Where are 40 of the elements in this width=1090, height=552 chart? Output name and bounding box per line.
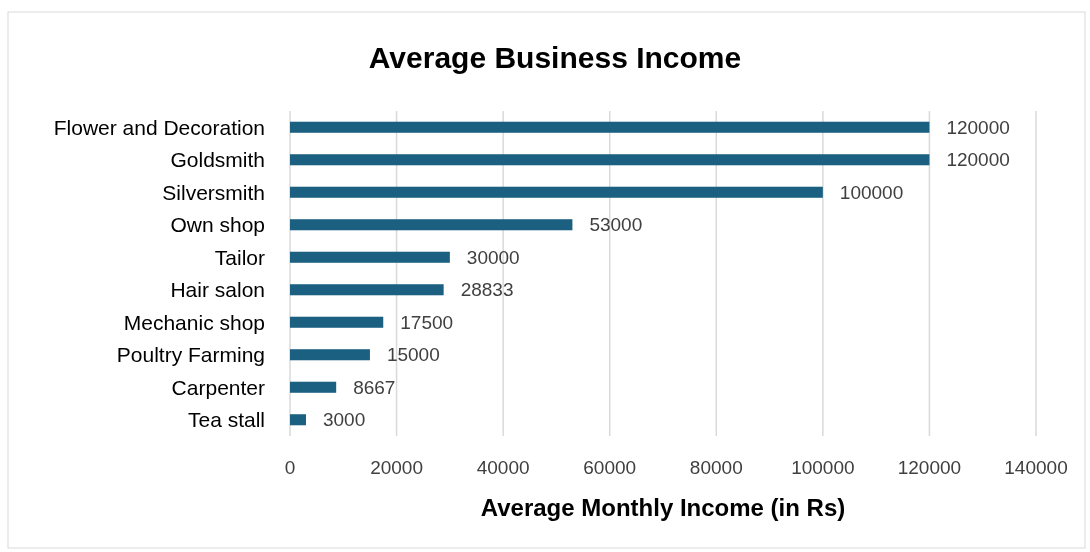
- y-tick-label: Carpenter: [171, 375, 265, 399]
- bar: [290, 349, 370, 361]
- data-label: 120000: [946, 116, 1010, 138]
- bar: [290, 284, 444, 296]
- x-axis-title: Average Monthly Income (in Rs): [480, 494, 846, 522]
- x-tick-label: 120000: [897, 456, 962, 478]
- x-tick-label: 60000: [583, 456, 637, 478]
- y-tick-label: Mechanic shop: [123, 310, 265, 334]
- y-tick-label: Silversmith: [162, 180, 265, 204]
- data-label: 3000: [322, 409, 366, 431]
- y-tick-label: Poultry Farming: [116, 343, 265, 367]
- x-tick-label: 40000: [476, 456, 530, 478]
- y-tick-label: Hair salon: [170, 278, 265, 302]
- bar: [290, 316, 384, 328]
- data-label: 15000: [386, 344, 440, 366]
- y-tick-label: Flower and Decoration: [53, 115, 265, 139]
- bar: [290, 186, 823, 198]
- x-tick-label: 140000: [1004, 456, 1068, 478]
- bar: [290, 121, 930, 133]
- bar: [290, 381, 337, 393]
- data-label: 53000: [589, 214, 643, 236]
- y-tick-label: Goldsmith: [170, 148, 265, 172]
- data-label: 17500: [400, 311, 454, 333]
- x-tick-label: 100000: [791, 456, 855, 478]
- x-tick-label: 0: [284, 456, 296, 478]
- data-label: 30000: [466, 246, 520, 268]
- data-label: 120000: [946, 149, 1010, 171]
- y-tick-label: Own shop: [170, 213, 265, 237]
- y-tick-label: Tea stall: [187, 408, 265, 432]
- bar: [290, 219, 573, 231]
- data-label: 100000: [839, 181, 904, 203]
- bar: [290, 251, 450, 263]
- y-tick-label: Tailor: [214, 245, 265, 269]
- data-label: 28833: [460, 279, 514, 301]
- chart-title: Average Business Income: [368, 40, 742, 74]
- x-tick-label: 80000: [689, 456, 743, 478]
- x-tick-label: 20000: [370, 456, 423, 478]
- bar: [290, 154, 930, 166]
- bar: [290, 414, 306, 426]
- data-label: 8667: [353, 376, 396, 398]
